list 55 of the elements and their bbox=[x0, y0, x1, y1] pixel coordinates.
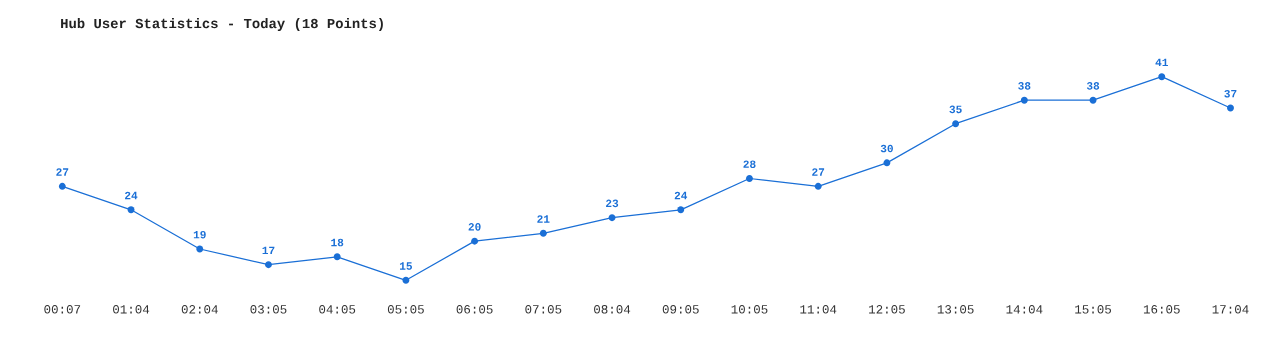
x-tick-label: 02:04 bbox=[181, 305, 218, 314]
x-tick-label: 00:07 bbox=[44, 305, 81, 314]
data-label: 18 bbox=[331, 238, 344, 247]
data-label: 24 bbox=[125, 191, 138, 200]
data-label: 41 bbox=[1155, 58, 1168, 67]
point bbox=[1158, 73, 1166, 81]
data-label: 27 bbox=[812, 168, 825, 176]
point bbox=[402, 276, 410, 284]
x-tick-label: 01:04 bbox=[113, 305, 150, 314]
point bbox=[539, 229, 547, 237]
data-label: 24 bbox=[674, 191, 688, 200]
x-tick-label: 13:05 bbox=[937, 305, 974, 314]
x-tick-label: 14:04 bbox=[1006, 305, 1043, 314]
x-tick-label: 05:05 bbox=[387, 305, 424, 314]
data-label: 38 bbox=[1018, 82, 1031, 90]
data-label: 38 bbox=[1086, 82, 1100, 90]
data-label: 37 bbox=[1224, 89, 1237, 98]
data-label: 21 bbox=[537, 215, 550, 223]
data-label: 17 bbox=[262, 246, 275, 255]
point bbox=[196, 245, 204, 253]
point bbox=[58, 182, 66, 190]
chart-title: Hub User Statistics - Today (18 Points) bbox=[61, 18, 383, 31]
point bbox=[608, 214, 616, 222]
point bbox=[265, 261, 272, 269]
point bbox=[952, 120, 960, 128]
data-label: 27 bbox=[56, 168, 69, 176]
point bbox=[677, 206, 685, 214]
x-tick-label: 07:05 bbox=[525, 305, 562, 314]
x-tick-label: 04:05 bbox=[319, 305, 356, 314]
x-tick-label: 09:05 bbox=[662, 305, 699, 314]
point bbox=[746, 175, 753, 182]
x-tick-label: 16:05 bbox=[1143, 305, 1180, 314]
x-tick-label: 11:04 bbox=[800, 305, 837, 314]
point bbox=[1227, 104, 1234, 112]
point bbox=[471, 237, 479, 245]
x-tick-label: 12:05 bbox=[869, 305, 905, 314]
point bbox=[883, 159, 891, 167]
point bbox=[127, 206, 135, 214]
x-tick-label: 10:05 bbox=[731, 305, 768, 314]
data-label: 23 bbox=[606, 199, 619, 208]
data-label: 20 bbox=[468, 223, 481, 231]
data-label: 35 bbox=[949, 105, 962, 114]
x-tick-label: 06:05 bbox=[456, 305, 493, 314]
x-tick-label: 15:05 bbox=[1075, 305, 1111, 314]
x-tick-label: 08:04 bbox=[594, 305, 631, 314]
data-label: 28 bbox=[743, 160, 756, 168]
point bbox=[1089, 96, 1097, 104]
data-label: 30 bbox=[880, 144, 893, 153]
x-tick-label: 03:05 bbox=[250, 305, 287, 314]
point bbox=[814, 182, 822, 190]
point bbox=[1020, 96, 1028, 104]
data-label: 15 bbox=[399, 262, 412, 270]
x-tick-label: 17:04 bbox=[1212, 305, 1249, 314]
data-label: 19 bbox=[193, 230, 206, 239]
point bbox=[333, 253, 341, 261]
